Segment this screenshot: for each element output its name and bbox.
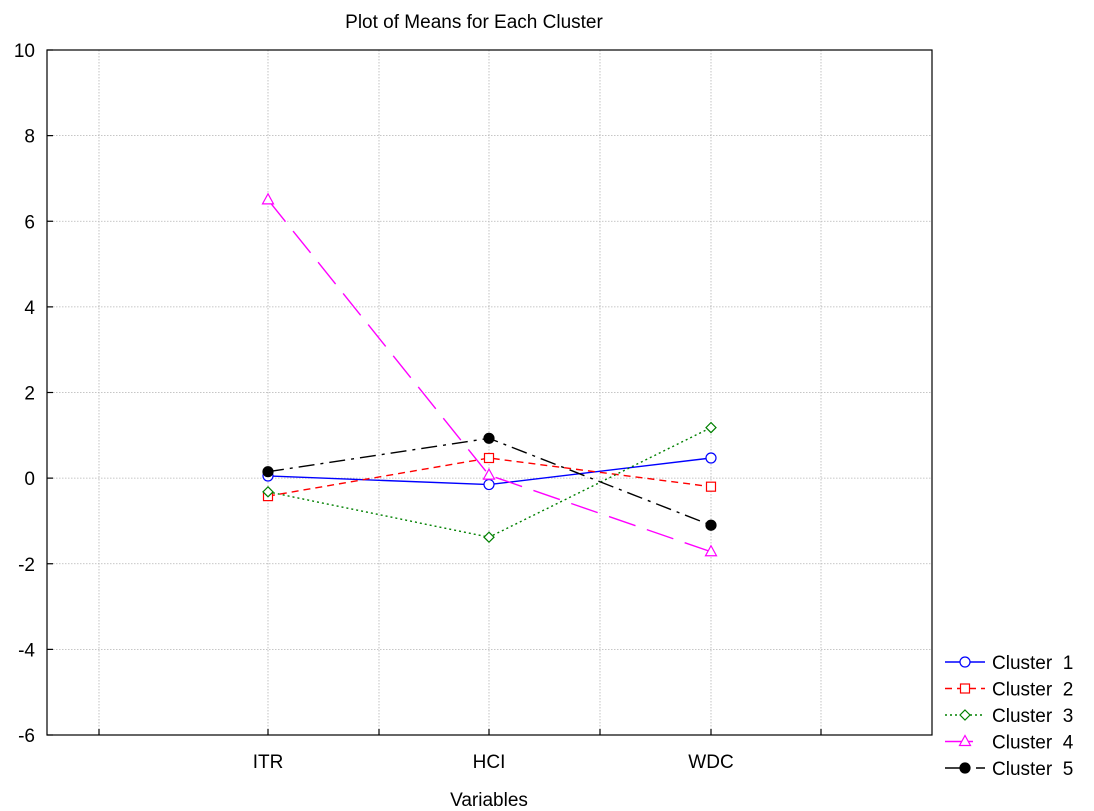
series-line (267, 457, 712, 497)
legend-marker (959, 683, 971, 694)
series-cluster-1 (262, 452, 717, 491)
legend-marker (959, 709, 971, 721)
legend-marker (958, 734, 972, 747)
series-cluster-3 (262, 421, 717, 544)
legend-item: Cluster 4 (945, 733, 1074, 754)
data-point (262, 466, 274, 478)
grid (47, 50, 932, 735)
legend-item: Cluster 3 (945, 706, 1073, 727)
data-point (704, 544, 718, 557)
legend-marker (959, 762, 971, 774)
data-point (483, 432, 495, 444)
legend-label: Cluster 3 (992, 706, 1073, 727)
chart-title: Plot of Means for Each Cluster (345, 12, 603, 33)
series-cluster-5 (262, 432, 717, 531)
data-point (705, 452, 717, 464)
y-tick-label: -2 (18, 555, 35, 576)
y-tick-label: 0 (24, 469, 35, 490)
legend-item: Cluster 1 (945, 653, 1073, 674)
y-tick-label: 4 (24, 298, 35, 319)
data-point (705, 421, 717, 434)
data-point (705, 519, 717, 531)
legend-label: Cluster 4 (992, 733, 1074, 754)
legend-label: Cluster 5 (992, 759, 1073, 780)
data-point (483, 452, 495, 464)
y-tick-label: 6 (24, 212, 35, 233)
x-tick-label: ITR (253, 752, 284, 773)
legend: Cluster 1 Cluster 2 Cluster 3 Cluster 4 Clus… (945, 653, 1074, 780)
x-axis-label: Variables (450, 790, 528, 811)
legend-marker (959, 656, 971, 668)
y-tick-label: 2 (24, 384, 35, 405)
legend-label: Cluster 2 (992, 680, 1073, 701)
x-tick-label: HCI (473, 752, 506, 773)
series-layer (261, 192, 718, 557)
data-point (483, 531, 495, 544)
legend-label: Cluster 1 (992, 653, 1073, 674)
y-tick-label: 8 (24, 127, 35, 148)
data-point (482, 467, 496, 480)
series-cluster-4 (261, 192, 718, 557)
data-point (262, 485, 274, 498)
legend-item: Cluster 5 (945, 759, 1073, 780)
data-point (483, 478, 495, 491)
x-tick-label: WDC (688, 752, 733, 773)
y-tick-label: -4 (18, 640, 35, 661)
y-axis: 10 8 6 4 2 0 -2 -4 -6 (14, 41, 53, 747)
y-tick-label: 10 (14, 41, 35, 62)
data-point (261, 192, 275, 205)
y-tick-label: -6 (18, 726, 35, 747)
legend-item: Cluster 2 (945, 680, 1073, 701)
series-line (267, 199, 712, 553)
data-point (705, 481, 717, 492)
x-axis: ITR HCI WDC (98, 729, 822, 773)
